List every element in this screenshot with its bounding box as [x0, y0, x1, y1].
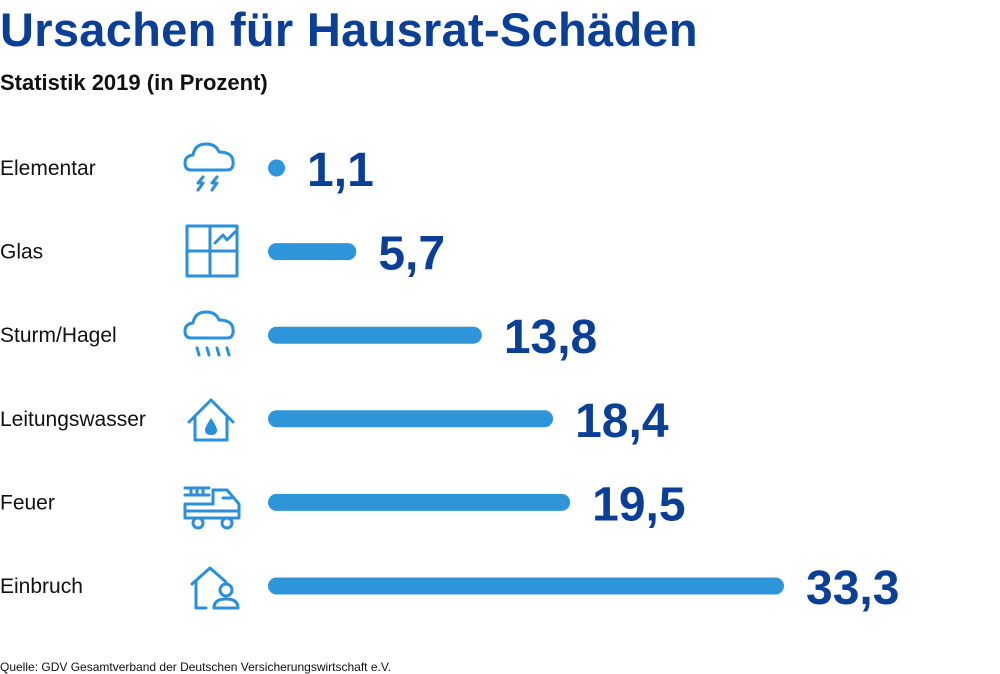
category-label: Feuer	[0, 491, 55, 514]
value-label: 13,8	[504, 311, 597, 364]
house-person-icon	[190, 566, 240, 610]
chart-title: Ursachen für Hausrat-Schäden	[0, 3, 698, 56]
house-water-drop-icon	[187, 398, 235, 442]
chart-subtitle: Statistik 2019 (in Prozent)	[0, 70, 268, 95]
bar	[268, 410, 554, 428]
category-label: Einbruch	[0, 575, 83, 598]
cloud-lightning-icon	[183, 142, 235, 192]
category-label: Glas	[0, 241, 43, 264]
value-label: 18,4	[575, 395, 669, 448]
category-labels: Elementar Glas Sturm/Hagel Leitungswasser Fe…	[0, 157, 146, 598]
bar	[268, 493, 571, 511]
bars	[268, 159, 784, 595]
category-icons	[183, 142, 241, 610]
cloud-rain-icon	[183, 310, 235, 357]
bar	[268, 243, 357, 261]
source-note: Quelle: GDV Gesamtverband der Deutschen …	[0, 660, 392, 674]
value-label: 5,7	[378, 228, 445, 281]
bar	[268, 159, 286, 177]
window-icon	[185, 224, 239, 278]
fire-truck-icon	[183, 486, 241, 530]
value-label: 19,5	[592, 478, 685, 531]
category-label: Leitungswasser	[0, 408, 146, 431]
category-label: Sturm/Hagel	[0, 324, 117, 347]
bar	[268, 577, 784, 595]
value-label: 33,3	[806, 562, 899, 615]
value-label: 1,1	[307, 144, 374, 197]
value-labels: 1,15,7 13,8 18,4 19,5 33,3	[307, 144, 899, 615]
category-label: Elementar	[0, 157, 96, 180]
bar	[268, 326, 482, 344]
